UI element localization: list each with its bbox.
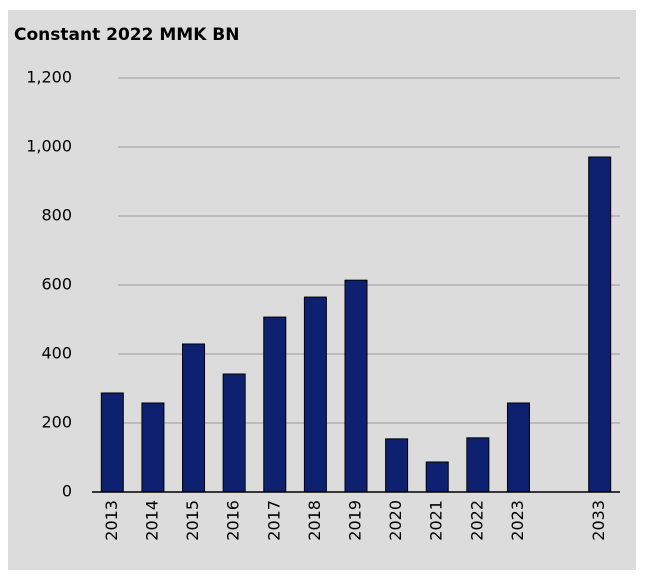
x-tick-label: 2021 xyxy=(427,500,446,541)
y-tick-label: 400 xyxy=(41,344,72,363)
bar xyxy=(425,461,449,493)
x-tick-label: 2015 xyxy=(183,500,202,541)
bar xyxy=(466,437,490,493)
bar xyxy=(506,402,530,493)
x-tick-label: 2033 xyxy=(589,500,608,541)
x-tick-label: 2020 xyxy=(386,500,405,541)
bar xyxy=(141,402,165,493)
x-tick-label: 2013 xyxy=(102,500,121,541)
bar xyxy=(588,156,612,493)
y-tick-label: 1,000 xyxy=(26,137,72,156)
bar xyxy=(303,296,327,493)
x-tick-label: 2022 xyxy=(467,500,486,541)
x-tick-label: 2019 xyxy=(346,500,365,541)
x-tick-label: 2018 xyxy=(305,500,324,541)
y-tick-label: 800 xyxy=(41,206,72,225)
x-tick-label: 2023 xyxy=(508,500,527,541)
y-tick-label: 600 xyxy=(41,275,72,294)
y-tick-label: 0 xyxy=(62,482,72,501)
bar xyxy=(344,279,368,493)
chart-title: Constant 2022 MMK BN xyxy=(14,25,239,45)
x-tick-label: 2014 xyxy=(142,500,161,541)
bar xyxy=(100,392,124,493)
y-tick-label: 200 xyxy=(41,413,72,432)
y-tick-label: 1,200 xyxy=(26,68,72,87)
x-tick-label: 2017 xyxy=(264,500,283,541)
bar xyxy=(385,438,409,493)
bar xyxy=(182,343,206,493)
bar xyxy=(263,316,287,493)
bar xyxy=(222,373,246,493)
x-tick-label: 2016 xyxy=(224,500,243,541)
